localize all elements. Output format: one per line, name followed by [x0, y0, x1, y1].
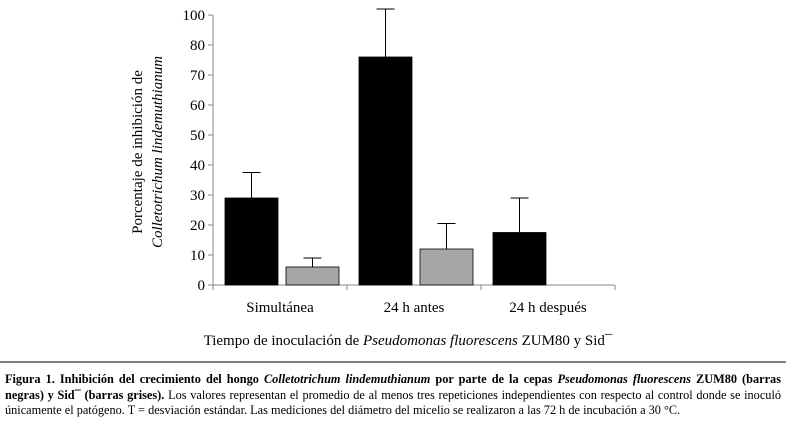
caption-text: Los valores representan el promedio de a…: [5, 387, 782, 418]
bar: [492, 232, 547, 286]
y-tick-label: 30: [190, 188, 205, 204]
error-bar: [242, 172, 261, 198]
y-tick-label: 0: [198, 278, 206, 294]
caption-text: Figura 1. Inhibición del crecimiento del…: [5, 372, 264, 386]
x-axis-title-part: Pseudomonas fluorescens: [362, 333, 518, 349]
bar: [358, 56, 413, 286]
y-tick-label: 10: [190, 248, 205, 264]
chart: Porcentaje de inhibición de Colletotrich…: [0, 8, 786, 363]
x-axis-title: Tiempo de inoculación de Pseudomonas flu…: [204, 333, 613, 349]
caption-text: Pseudomonas fluorescens: [557, 372, 691, 386]
y-tick-label: 20: [190, 218, 205, 234]
bar: [285, 266, 340, 286]
error-bar: [303, 257, 322, 267]
y-tick-label: 60: [190, 98, 205, 114]
y-tick-label: 80: [190, 38, 205, 54]
y-tick-label: 70: [190, 68, 205, 84]
x-tick-label: Simultánea: [246, 300, 314, 316]
y-tick-label: 40: [190, 158, 205, 174]
error-bar: [437, 223, 456, 249]
caption: Figura 1. Inhibición del crecimiento del…: [5, 372, 781, 419]
y-axis-title: Porcentaje de inhibición de: [130, 70, 146, 234]
error-bar: [510, 197, 529, 233]
x-tick-label: 24 h antes: [384, 300, 445, 316]
caption-text: por parte de la cepas: [430, 372, 558, 386]
x-tick-label: 24 h después: [509, 300, 587, 316]
y-tick-label: 100: [183, 8, 206, 24]
x-axis-title-part: Tiempo de inoculación de: [204, 333, 363, 349]
y-axis-title: Colletotrichum lindemuthianum: [150, 56, 166, 248]
caption-text: ZUM80 (barras negras) y Sid¯ (barras gri…: [5, 372, 781, 402]
y-tick-label: 50: [190, 128, 205, 144]
bar: [224, 197, 279, 286]
x-axis-title-part: ZUM80 y Sid¯: [518, 333, 613, 349]
bar: [419, 248, 474, 286]
error-bar: [376, 8, 395, 57]
caption-text: Colletotrichum lindemuthianum: [263, 372, 431, 386]
